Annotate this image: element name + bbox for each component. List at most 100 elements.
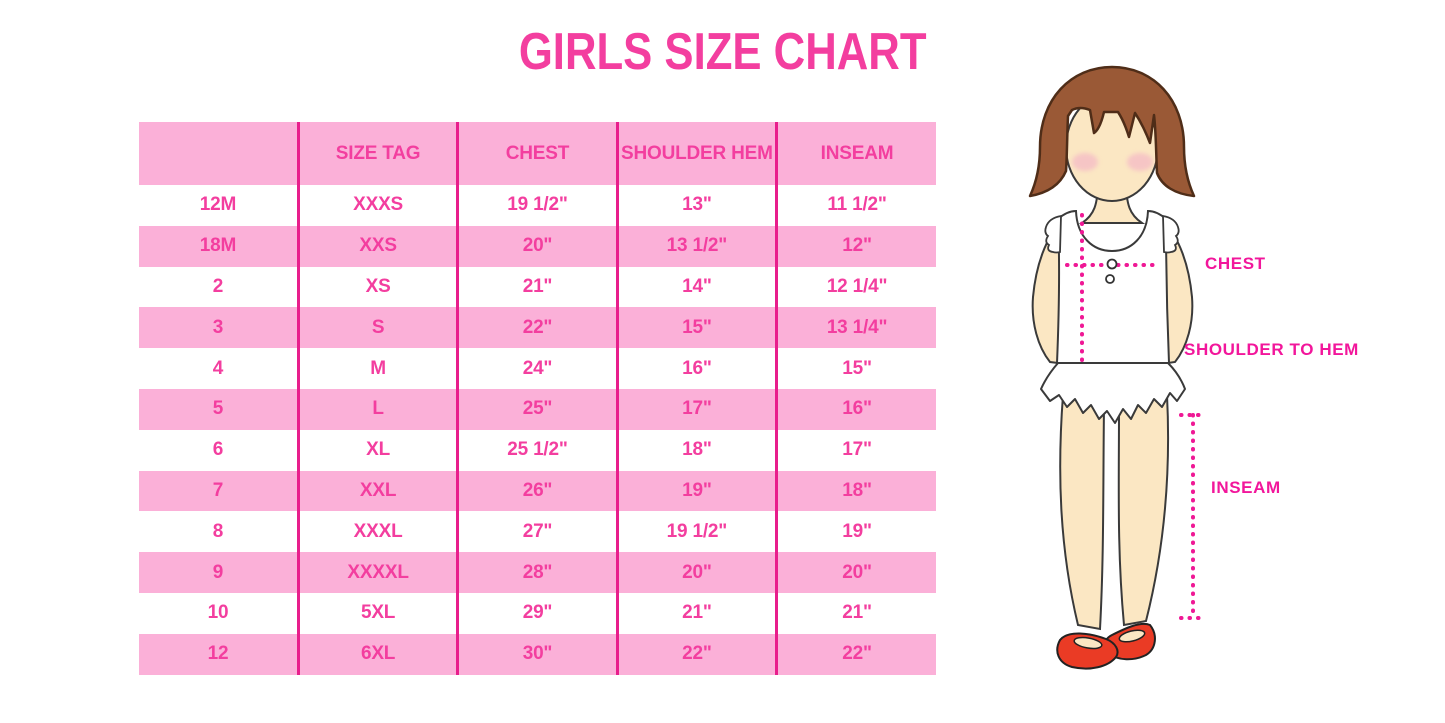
- value-cell: 20": [615, 552, 777, 593]
- value-cell: 25 1/2": [456, 429, 618, 471]
- value-cell: 6XL: [296, 633, 458, 675]
- value-cell: 21": [456, 266, 618, 308]
- value-cell: 15": [775, 348, 936, 389]
- value-cell: L: [296, 388, 458, 430]
- value-cell: 25": [456, 388, 618, 430]
- row-label-cell: 10: [207, 602, 229, 624]
- table-row: 8 XXXL 27" 19 1/2" 19": [139, 511, 936, 553]
- value-cell: 13 1/4": [775, 307, 936, 349]
- row-label-cell: 2: [212, 275, 224, 297]
- table-row: 12 6XL 30" 22" 22": [139, 633, 936, 675]
- value-cell: 19": [775, 511, 936, 553]
- value-cell: 21": [775, 592, 936, 634]
- value-cell: XXXL: [296, 511, 458, 553]
- header-row: SIZE TAG CHEST SHOULDER HEM INSEAM: [139, 122, 936, 185]
- table-row: 7 XXL 26" 19" 18": [139, 470, 936, 512]
- girl-measurement-illustration: [1028, 65, 1207, 670]
- value-cell: 5XL: [296, 592, 458, 634]
- value-cell: 17": [775, 429, 936, 471]
- table-row: 5 L 25" 17" 16": [139, 388, 936, 430]
- row-label-cell: 3: [212, 316, 224, 338]
- value-cell: 19": [615, 470, 777, 512]
- value-cell: 19 1/2": [615, 511, 777, 553]
- table-row: 12M XXXS 19 1/2" 13" 11 1/2": [139, 185, 936, 226]
- table-row: 6 XL 25 1/2" 18" 17": [139, 429, 936, 471]
- row-label-cell: 12M: [199, 194, 237, 216]
- girl-frill-left: [1044, 214, 1062, 254]
- value-cell: 18": [775, 470, 936, 512]
- value-cell: 26": [456, 470, 618, 512]
- inseam-measure-label: INSEAM: [1211, 478, 1281, 497]
- value-cell: 12 1/4": [775, 266, 936, 308]
- value-cell: 28": [456, 552, 618, 593]
- value-cell: 16": [775, 388, 936, 430]
- value-cell: 15": [615, 307, 777, 349]
- value-cell: XXS: [296, 225, 458, 267]
- value-cell: 20": [456, 225, 618, 267]
- value-cell: 24": [456, 348, 618, 389]
- value-cell: XXXS: [296, 185, 458, 226]
- table-row: 10 5XL 29" 21" 21": [139, 592, 936, 634]
- shoulder-to-hem-measure-label: SHOULDER TO HEM: [1184, 340, 1359, 359]
- table-row: 18M XXS 20" 13 1/2" 12": [139, 225, 936, 267]
- value-cell: 22": [615, 633, 777, 675]
- value-cell: 29": [456, 592, 618, 634]
- column-header: SHOULDER HEM: [615, 122, 777, 185]
- page-title-text: GIRLS SIZE CHART: [518, 23, 927, 81]
- girl-cheek-left: [1072, 153, 1098, 171]
- table-row: 9 XXXXL 28" 20" 20": [139, 552, 936, 593]
- page-title: GIRLS SIZE CHART: [0, 22, 1445, 82]
- girl-shoe-right-opening: [1118, 629, 1146, 643]
- value-cell: 22": [456, 307, 618, 349]
- row-label-cell: 5: [212, 398, 224, 420]
- value-cell: XL: [296, 429, 458, 471]
- girl-leg-left: [1059, 393, 1106, 631]
- girl-cheek-right: [1127, 153, 1153, 171]
- value-cell: 17": [615, 388, 777, 430]
- girl-leg-right: [1117, 393, 1170, 627]
- row-label-cell: 18M: [199, 235, 237, 257]
- value-cell: XXL: [296, 470, 458, 512]
- value-cell: 18": [615, 429, 777, 471]
- value-cell: 11 1/2": [775, 185, 936, 226]
- column-header: SIZE TAG: [296, 122, 458, 185]
- girl-top-button-2: [1105, 274, 1115, 284]
- value-cell: 21": [615, 592, 777, 634]
- column-header: INSEAM: [775, 122, 936, 185]
- girl-top: [1055, 209, 1171, 364]
- row-label-cell: 6: [212, 439, 224, 461]
- table-row: 2 XS 21" 14" 12 1/4": [139, 266, 936, 308]
- column-header: CHEST: [456, 122, 618, 185]
- value-cell: S: [296, 307, 458, 349]
- row-label-cell: 12: [207, 643, 229, 665]
- row-label-cell: 9: [212, 561, 224, 583]
- row-label-cell: 4: [212, 357, 224, 379]
- value-cell: 12": [775, 225, 936, 267]
- value-cell: 16": [615, 348, 777, 389]
- value-cell: 20": [775, 552, 936, 593]
- value-cell: 27": [456, 511, 618, 553]
- value-cell: XXXXL: [296, 552, 458, 593]
- row-label-cell: 8: [212, 520, 224, 542]
- value-cell: 30": [456, 633, 618, 675]
- table-row: 4 M 24" 16" 15": [139, 348, 936, 389]
- value-cell: 13 1/2": [615, 225, 777, 267]
- chest-measure-label: CHEST: [1205, 254, 1266, 273]
- girl-shoe-left-opening: [1073, 636, 1103, 650]
- value-cell: 19 1/2": [456, 185, 618, 226]
- column-header-empty: [139, 122, 299, 185]
- value-cell: M: [296, 348, 458, 389]
- value-cell: XS: [296, 266, 458, 308]
- girl-shoe-left: [1056, 632, 1119, 670]
- girl-top-button-1: [1106, 258, 1118, 270]
- size-chart-table: SIZE TAG CHEST SHOULDER HEM INSEAM 12M XXXS 19…: [139, 122, 936, 675]
- table-row: 3 S 22" 15" 13 1/4": [139, 307, 936, 349]
- girl-hair: [1028, 65, 1196, 198]
- value-cell: 22": [775, 633, 936, 675]
- girl-skirt: [1040, 362, 1186, 424]
- value-cell: 13": [615, 185, 777, 226]
- row-label-cell: 7: [212, 479, 224, 501]
- girl-frill-right: [1162, 214, 1180, 254]
- value-cell: 14": [615, 266, 777, 308]
